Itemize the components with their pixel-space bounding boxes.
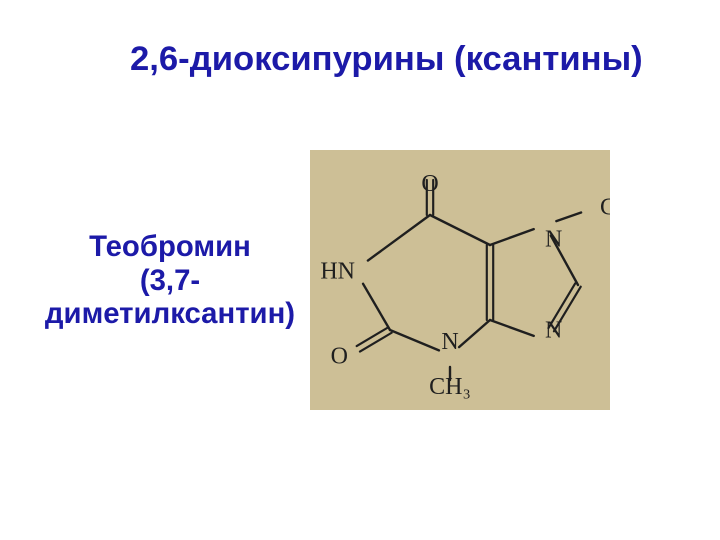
svg-text:CH₃: CH₃ [600, 194, 610, 220]
slide-title: 2,6-диоксипурины (ксантины) [130, 40, 690, 79]
svg-text:O: O [421, 171, 438, 197]
svg-text:N: N [545, 227, 562, 253]
svg-text:CH₃: CH₃ [429, 374, 471, 400]
svg-text:N: N [441, 329, 458, 355]
structure-diagram: HN N O O N N CH₃ CH₃ [310, 150, 610, 410]
compound-caption: Теобромин (3,7-диметилксантин) [40, 230, 300, 331]
compound-name: Теобромин [40, 230, 300, 264]
compound-iupac: (3,7-диметилксантин) [40, 264, 300, 331]
svg-text:N: N [545, 318, 562, 344]
svg-text:HN: HN [320, 258, 355, 284]
structure-svg: HN N O O N N CH₃ CH₃ [310, 150, 610, 410]
svg-text:O: O [331, 343, 348, 369]
